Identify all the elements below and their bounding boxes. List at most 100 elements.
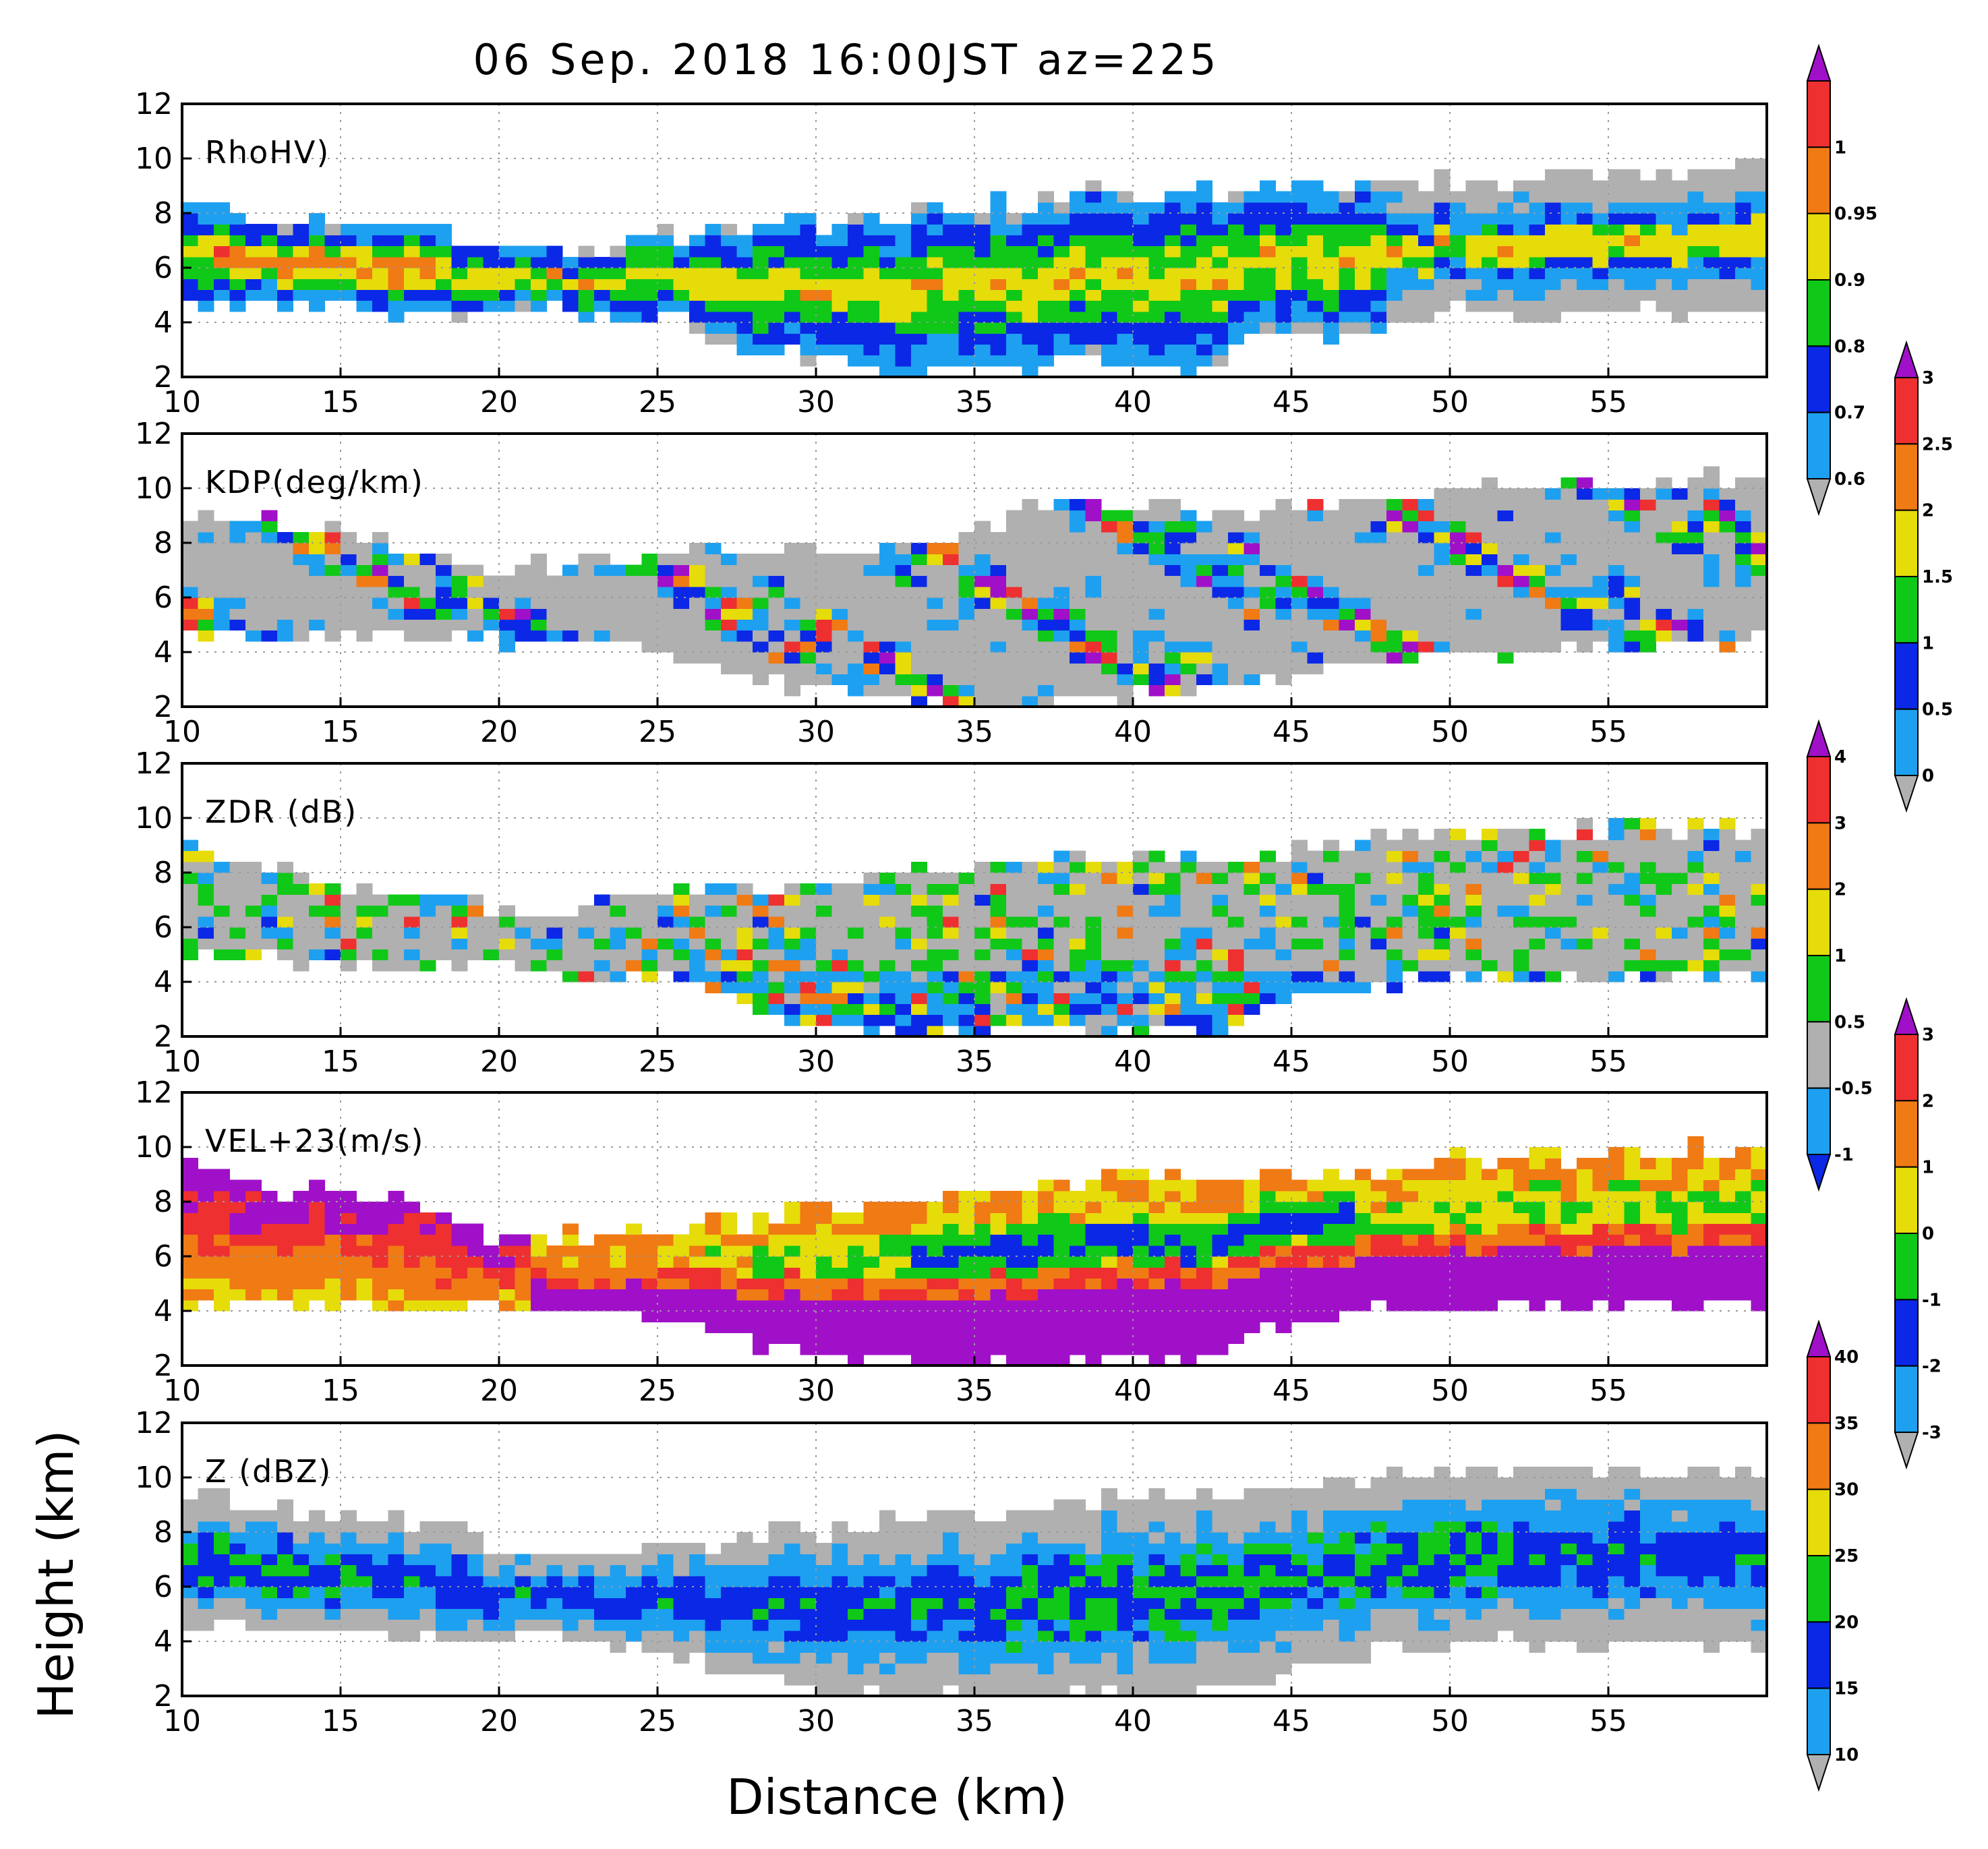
- echo-cell: [974, 1202, 991, 1213]
- echo-cell: [784, 982, 801, 993]
- echo-cell: [1465, 1158, 1482, 1169]
- echo-cell: [1323, 268, 1340, 279]
- echo-cell: [229, 575, 246, 587]
- echo-cell: [1196, 1278, 1213, 1290]
- echo-cell: [245, 619, 262, 631]
- echo-cell: [1450, 510, 1467, 522]
- echo-cell: [943, 982, 960, 993]
- echo-cell: [229, 883, 246, 895]
- echo-cell: [419, 235, 436, 247]
- echo-cell: [1687, 180, 1704, 192]
- echo-cell: [1228, 1179, 1245, 1192]
- echo-cell: [1101, 597, 1118, 609]
- echo-cell: [1244, 905, 1260, 917]
- echo-cell: [1513, 916, 1530, 928]
- echo-cell: [1624, 1147, 1641, 1158]
- echo-cell: [626, 268, 643, 279]
- echo-cell: [1196, 619, 1213, 631]
- echo-cell: [1355, 873, 1372, 884]
- echo-cell: [1640, 575, 1657, 587]
- echo-cell: [1608, 894, 1625, 906]
- echo-cell: [1006, 554, 1023, 565]
- echo-cell: [1006, 619, 1023, 631]
- echo-cell: [1038, 235, 1055, 247]
- echo-cell: [499, 1267, 516, 1279]
- echo-cell: [1418, 1234, 1435, 1246]
- echo-cell: [1656, 245, 1672, 258]
- echo-cell: [1672, 960, 1689, 972]
- echo-cell: [356, 564, 373, 577]
- echo-cell: [848, 684, 865, 697]
- echo-cell: [736, 289, 753, 301]
- echo-cell: [1006, 235, 1023, 247]
- echo-cell: [831, 597, 848, 609]
- echo-cell: [229, 608, 246, 620]
- echo-cell: [990, 333, 1007, 345]
- echo-cell: [610, 608, 626, 620]
- echo-cell: [1053, 927, 1070, 939]
- echo-cell: [1434, 630, 1451, 642]
- echo-cell: [958, 883, 975, 895]
- echo-cell: [800, 1299, 817, 1312]
- panel-kdp-echo-cells: [182, 466, 1767, 707]
- echo-cell: [1640, 1289, 1657, 1301]
- echo-cell: [1101, 1278, 1118, 1290]
- echo-cell: [1577, 235, 1594, 247]
- echo-cell: [1560, 608, 1577, 620]
- echo-cell: [1323, 619, 1340, 631]
- echo-cell: [1339, 883, 1355, 895]
- echo-cell: [816, 982, 833, 993]
- echo-cell: [610, 1289, 626, 1301]
- echo-cell: [1703, 850, 1720, 862]
- echo-cell: [499, 949, 516, 961]
- echo-cell: [1212, 322, 1229, 334]
- echo-cell: [1560, 1190, 1577, 1202]
- echo-cell: [1117, 256, 1134, 268]
- echo-cell: [261, 575, 278, 587]
- echo-cell: [958, 344, 975, 356]
- echo-cell: [1180, 916, 1197, 928]
- echo-cell: [753, 619, 769, 631]
- echo-cell: [1640, 510, 1657, 522]
- echo-cell: [245, 543, 262, 554]
- echo-cell: [1244, 970, 1260, 982]
- echo-cell: [958, 684, 975, 697]
- echo-cell: [1307, 586, 1324, 598]
- echo-cell: [451, 311, 468, 323]
- echo-cell: [1070, 278, 1086, 290]
- echo-cell: [293, 586, 310, 598]
- echo-cell: [974, 597, 991, 609]
- echo-cell: [1687, 840, 1704, 852]
- echo-cell: [261, 927, 278, 939]
- echo-cell: [1719, 213, 1736, 225]
- echo-cell: [990, 543, 1007, 554]
- echo-cell: [1386, 268, 1403, 279]
- echo-cell: [689, 916, 706, 928]
- echo-cell: [451, 938, 468, 949]
- echo-cell: [594, 1234, 611, 1246]
- echo-cell: [1703, 543, 1720, 554]
- echo-cell: [1560, 894, 1577, 906]
- echo-cell: [831, 916, 848, 928]
- echo-cell: [831, 1332, 848, 1345]
- echo-cell: [911, 344, 928, 356]
- echo-cell: [531, 597, 548, 609]
- echo-cell: [895, 1212, 912, 1224]
- echo-cell: [831, 663, 848, 674]
- echo-cell: [436, 905, 452, 917]
- echo-cell: [1038, 564, 1055, 577]
- echo-cell: [689, 652, 706, 664]
- echo-cell: [626, 1299, 643, 1312]
- echo-cell: [1672, 245, 1689, 258]
- echo-cell: [1165, 1169, 1181, 1181]
- echo-cell: [198, 213, 214, 225]
- echo-cell: [1687, 1278, 1704, 1290]
- echo-cell: [736, 1234, 753, 1246]
- echo-cell: [388, 1234, 405, 1246]
- echo-cell: [1006, 1190, 1023, 1202]
- echo-cell: [1608, 278, 1625, 290]
- echo-cell: [1085, 674, 1102, 686]
- echo-cell: [1165, 510, 1181, 522]
- echo-cell: [594, 949, 611, 961]
- echo-cell: [1482, 289, 1498, 301]
